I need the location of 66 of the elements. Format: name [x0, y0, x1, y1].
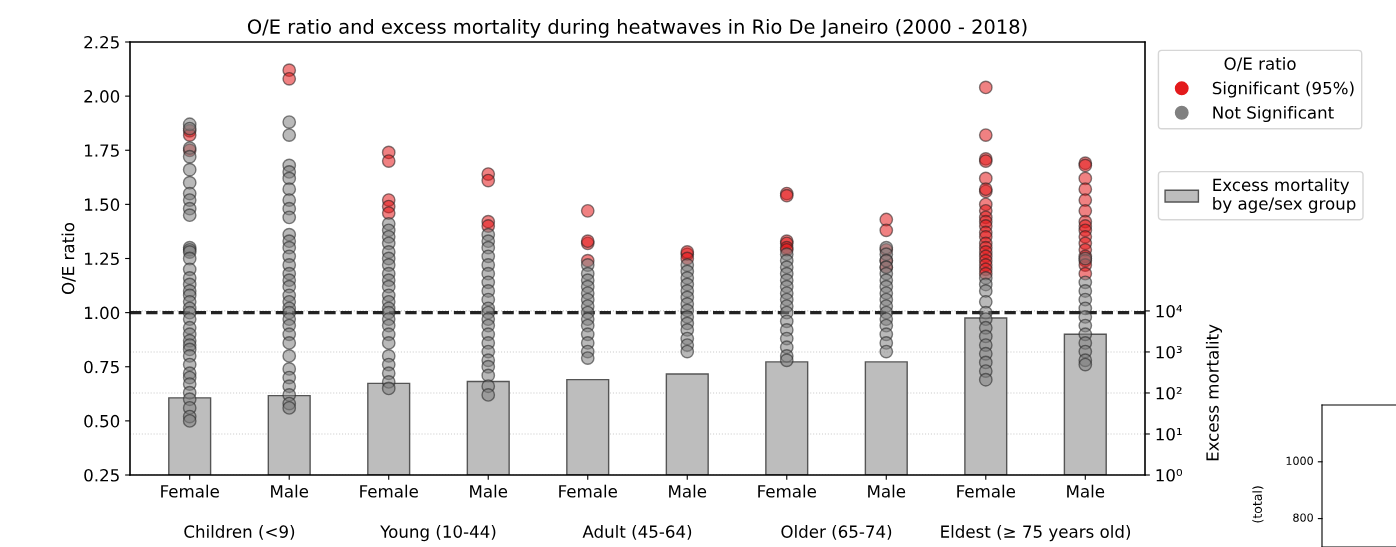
legend-label: Not Significant: [1213, 105, 1334, 123]
point: [978, 80, 993, 95]
text: Young (10-44): [380, 525, 496, 542]
x-tick-label: Female: [360, 484, 418, 498]
x-tick-label: Male: [1067, 484, 1105, 498]
y-tick-label: 2.00: [84, 90, 120, 103]
text: Children (<9): [184, 525, 295, 540]
text: Older (65-74): [781, 525, 892, 540]
x-tick-label: Female: [559, 484, 617, 498]
legend-label: Excess mortality by age/sex group: [1213, 178, 1356, 214]
y2-tick-label: 10³: [1156, 345, 1182, 359]
y2-axis-title: Excess mortality: [1205, 324, 1223, 461]
text: (total): [1252, 486, 1264, 523]
legend-title: O/E ratio: [1224, 57, 1296, 72]
point: [182, 162, 197, 177]
y-tick-label: 0.75: [84, 360, 119, 374]
x-tick-label: Male: [271, 484, 309, 498]
y2-tick-label: 10⁰: [1156, 468, 1183, 482]
chart-title: O/E ratio and excess mortality during heatwaves in Rio De Janeiro (2000 - 2018): [247, 18, 1027, 38]
point: [282, 210, 297, 225]
text: 800: [1293, 513, 1313, 522]
point: [680, 344, 695, 359]
point: [182, 149, 197, 164]
legend-label: Significant (95%): [1212, 81, 1354, 98]
point: [282, 128, 297, 143]
y2-tick-label: 10¹: [1156, 427, 1182, 441]
point: [779, 353, 794, 368]
y-tick-label: 2.25: [84, 35, 119, 49]
y-axis-title: O/E ratio: [61, 222, 76, 295]
point: [282, 349, 297, 363]
x-tick-label: Male: [669, 484, 707, 498]
x-tick-label: Male: [868, 484, 906, 498]
y2-tick-label: 10²: [1156, 386, 1182, 400]
point: [282, 115, 297, 130]
y-tick-label: 1.00: [85, 306, 120, 320]
point: [978, 128, 993, 143]
point: [978, 372, 993, 387]
point: [580, 351, 595, 365]
y2-tick-label: 10⁴: [1156, 304, 1183, 318]
point: [481, 173, 496, 188]
point: [282, 336, 297, 350]
point: [381, 154, 396, 168]
text: 1000: [1286, 456, 1313, 466]
point: [879, 223, 894, 238]
point: [1078, 357, 1093, 372]
point: [580, 203, 595, 218]
x-tick-label: Female: [957, 484, 1016, 498]
point: [282, 71, 297, 86]
y-tick-label: 1.75: [85, 144, 119, 157]
point: [182, 413, 197, 428]
text: Adult (45-64): [582, 525, 692, 540]
point: [381, 336, 396, 350]
point: [182, 208, 197, 223]
x-tick-label: Female: [758, 484, 817, 498]
point: [978, 294, 993, 309]
x-tick-label: Male: [470, 484, 508, 498]
point: [282, 400, 297, 415]
y-tick-label: 1.25: [85, 252, 119, 266]
y-tick-label: 0.25: [84, 468, 119, 482]
y-tick-label: 0.50: [84, 414, 120, 428]
point: [879, 344, 894, 359]
y-tick-label: 1.50: [85, 198, 120, 211]
x-tick-label: Female: [161, 484, 219, 498]
point: [381, 381, 396, 396]
text: Eldest (≥ 75 years old): [941, 525, 1131, 542]
point: [481, 387, 496, 402]
